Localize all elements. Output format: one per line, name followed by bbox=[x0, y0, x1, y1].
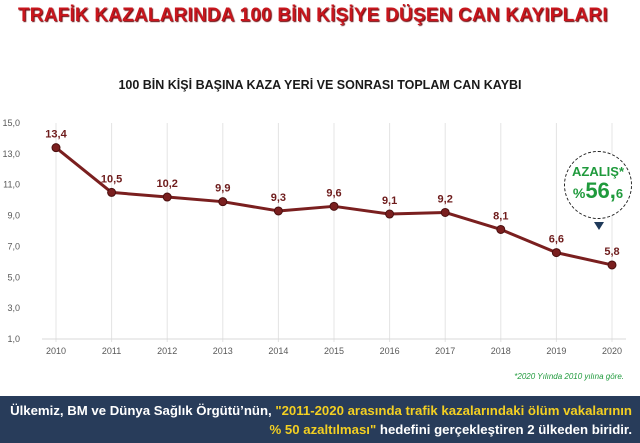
data-point bbox=[329, 201, 339, 211]
grid-lines bbox=[42, 123, 626, 342]
data-point bbox=[162, 192, 172, 202]
data-label: 10,5 bbox=[101, 173, 122, 185]
data-labels: 13,4 10,5 10,2 9,9 9,3 9,6 9,1 9,2 8,1 6,6 5,8 bbox=[45, 129, 619, 258]
percent-sign: % bbox=[572, 185, 586, 201]
banner-text-part1: Ülkemiz, BM ve Dünya Sağlık Örgütü’nün, bbox=[10, 403, 276, 418]
data-label: 10,2 bbox=[156, 178, 177, 190]
data-label: 9,9 bbox=[215, 183, 230, 195]
banner-highlight: "2011-2020 arasında trafik kazalarındaki… bbox=[269, 403, 632, 437]
reduction-value: %56,6 bbox=[565, 178, 631, 204]
reduction-value-int: 56, bbox=[585, 178, 616, 203]
page-title: TRAFİK KAZALARINDA 100 BİN KİŞİYE DÜŞEN … bbox=[18, 5, 608, 26]
reduction-badge: AZALIŞ* %56,6 bbox=[564, 151, 632, 219]
data-point bbox=[551, 248, 561, 258]
banner-text-part2: hedefini gerçekleştiren 2 ülkeden biridi… bbox=[376, 422, 632, 437]
x-tick-label: 2013 bbox=[213, 346, 233, 356]
x-tick-label: 2018 bbox=[491, 346, 511, 356]
data-label: 9,6 bbox=[326, 187, 341, 199]
y-tick-label: 11,0 bbox=[3, 180, 20, 190]
y-tick-label: 7,0 bbox=[7, 241, 20, 251]
x-tick-label: 2010 bbox=[46, 346, 66, 356]
y-tick-label: 15,0 bbox=[2, 118, 20, 128]
x-tick-label: 2017 bbox=[435, 346, 455, 356]
data-point bbox=[385, 209, 395, 219]
data-label: 9,1 bbox=[382, 195, 397, 207]
y-tick-label: 3,0 bbox=[7, 303, 20, 313]
x-tick-label: 2016 bbox=[380, 346, 400, 356]
y-axis-ticks: 1,0 3,0 5,0 7,0 9,0 11,0 13,0 15,0 bbox=[2, 118, 20, 344]
chart-title: 100 BİN KİŞİ BAŞINA KAZA YERİ VE SONRASI… bbox=[118, 78, 522, 92]
reduction-value-dec: 6 bbox=[615, 186, 624, 201]
x-tick-label: 2020 bbox=[602, 346, 622, 356]
data-label: 5,8 bbox=[604, 246, 619, 258]
info-banner: Ülkemiz, BM ve Dünya Sağlık Örgütü’nün, … bbox=[0, 396, 640, 443]
data-point bbox=[440, 207, 450, 217]
data-label: 13,4 bbox=[45, 129, 67, 141]
data-label: 9,3 bbox=[271, 192, 286, 204]
x-tick-label: 2019 bbox=[546, 346, 566, 356]
data-label: 9,2 bbox=[438, 193, 453, 205]
y-tick-label: 13,0 bbox=[2, 149, 20, 159]
x-axis-ticks: 2010 2011 2012 2013 2014 2015 2016 2017 2018 2019… bbox=[46, 346, 622, 356]
data-point bbox=[496, 224, 506, 234]
data-point bbox=[273, 206, 283, 216]
reduction-label: AZALIŞ* bbox=[572, 164, 624, 179]
data-label: 6,6 bbox=[549, 234, 564, 246]
x-tick-label: 2015 bbox=[324, 346, 344, 356]
y-tick-label: 5,0 bbox=[7, 272, 20, 282]
y-tick-label: 1,0 bbox=[7, 334, 20, 344]
data-point bbox=[607, 260, 617, 270]
footnote: *2020 Yılında 2010 yılına göre. bbox=[514, 372, 624, 381]
data-point bbox=[51, 143, 61, 153]
down-arrow-icon bbox=[594, 222, 604, 230]
data-label: 8,1 bbox=[493, 210, 508, 222]
data-point bbox=[218, 197, 228, 207]
x-tick-label: 2012 bbox=[157, 346, 177, 356]
x-tick-label: 2014 bbox=[268, 346, 288, 356]
y-tick-label: 9,0 bbox=[7, 211, 20, 221]
data-points bbox=[51, 143, 617, 270]
line-chart: 1,0 3,0 5,0 7,0 9,0 11,0 13,0 15,0 2010 2011 2012… bbox=[2, 118, 626, 356]
data-point bbox=[107, 187, 117, 197]
x-tick-label: 2011 bbox=[102, 346, 121, 356]
